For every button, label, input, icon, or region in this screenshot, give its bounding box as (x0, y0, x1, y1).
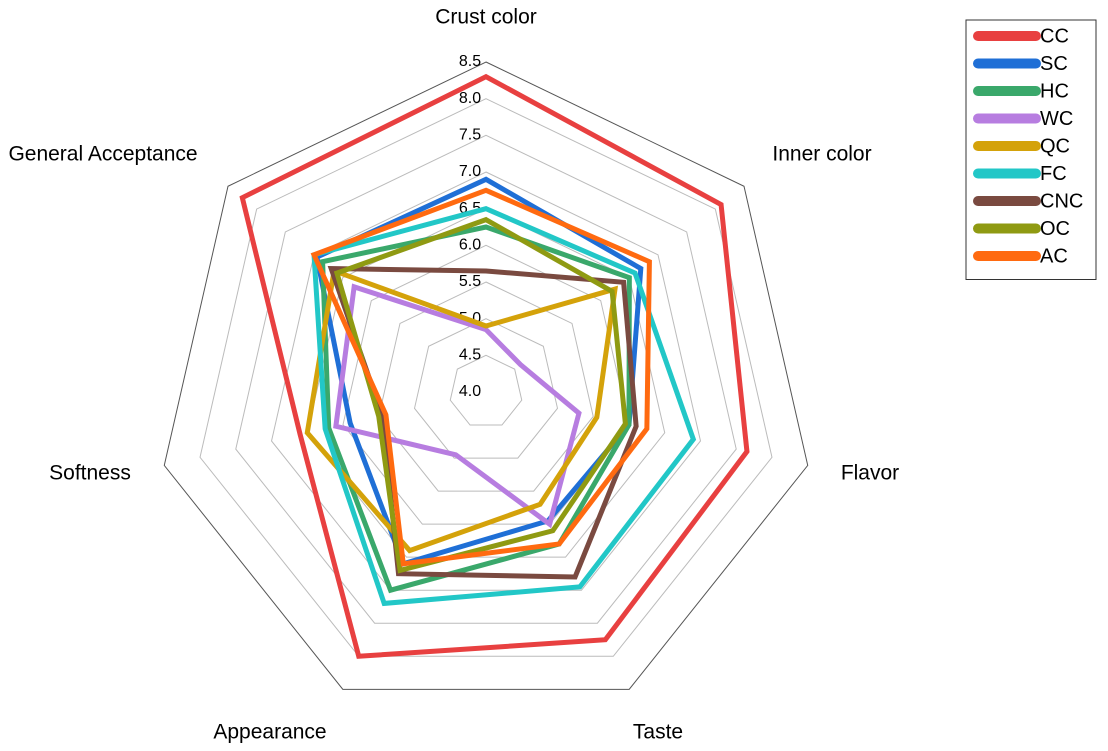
legend-label: WC (1040, 108, 1073, 130)
axis-label: Crust color (435, 6, 537, 29)
tick-label: 7.0 (459, 163, 481, 180)
legend-label: CC (1040, 25, 1069, 47)
series-line (327, 265, 639, 580)
series-line (239, 73, 750, 659)
series-line (333, 283, 582, 529)
series-line (311, 206, 697, 607)
legend-label: AC (1040, 245, 1068, 267)
axis-label: General Acceptance (8, 143, 197, 166)
legend-label: CNC (1040, 190, 1083, 212)
axis-label: Flavor (841, 462, 899, 485)
grid-ring (378, 281, 594, 492)
axis-label: Appearance (213, 721, 326, 744)
legend-label: OC (1040, 218, 1070, 240)
series-line (310, 187, 652, 567)
axis-label: Inner color (772, 143, 871, 166)
tick-label: 8.0 (459, 90, 481, 107)
grid-ring (449, 354, 523, 426)
axis-label: Taste (633, 721, 683, 744)
tick-label: 4.0 (459, 383, 481, 400)
tick-label: 5.5 (459, 273, 481, 290)
tick-label: 8.5 (459, 53, 481, 70)
grid-ring (270, 171, 702, 591)
grid-ring (163, 61, 809, 690)
legend-label: FC (1040, 163, 1067, 185)
tick-label: 7.5 (459, 127, 481, 144)
tick-label: 4.5 (459, 347, 481, 364)
legend-label: QC (1040, 135, 1070, 157)
grid-ring (235, 134, 737, 624)
tick-label: 6.0 (459, 237, 481, 254)
grid-ring (413, 318, 559, 459)
series-line (333, 216, 628, 574)
axis-label: Softness (49, 462, 131, 485)
legend-label: SC (1040, 53, 1068, 75)
series-line (320, 224, 632, 594)
legend-label: HC (1040, 80, 1069, 102)
